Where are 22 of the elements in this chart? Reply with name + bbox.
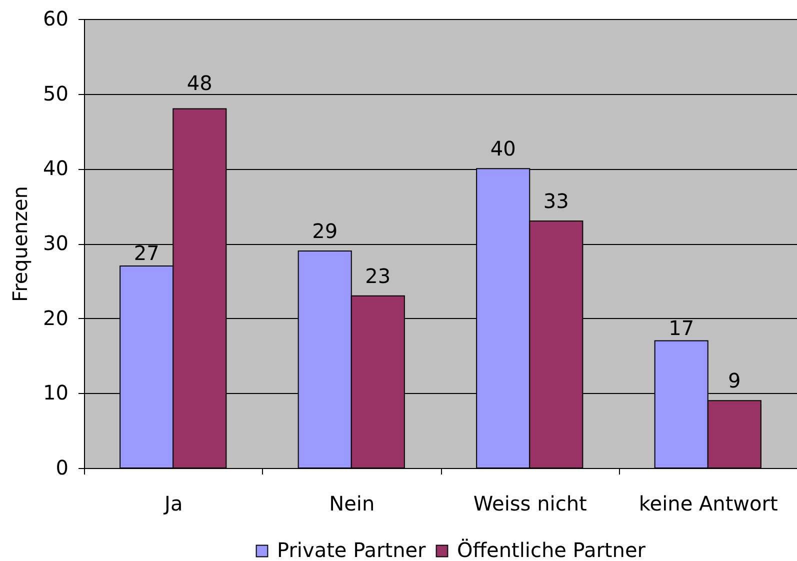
legend-label: Öffentliche Partner	[457, 538, 646, 561]
y-tick-label: 10	[43, 380, 68, 405]
y-tick-label: 30	[43, 231, 68, 255]
data-label: 29	[312, 218, 338, 243]
data-label: 9	[728, 368, 741, 393]
data-label: 17	[668, 316, 694, 340]
y-tick-label: 60	[43, 6, 68, 30]
x-tick-label: keine Antwort	[638, 492, 778, 516]
data-label: 27	[134, 240, 160, 265]
x-tick-label: Ja	[162, 492, 183, 516]
data-label: 40	[490, 136, 516, 161]
data-label: 23	[365, 264, 391, 288]
y-tick-label: 50	[43, 81, 68, 106]
x-tick-label: Nein	[329, 492, 375, 516]
data-label: 33	[543, 189, 569, 214]
y-tick-label: 40	[43, 156, 68, 180]
y-tick-label: 20	[43, 306, 68, 330]
y-axis-title: Frequenzen	[8, 186, 32, 302]
y-tick-label: 0	[56, 456, 68, 480]
legend-label: Private Partner	[277, 538, 427, 561]
data-label: 48	[186, 70, 212, 95]
x-tick-label: Weiss nicht	[473, 492, 587, 516]
